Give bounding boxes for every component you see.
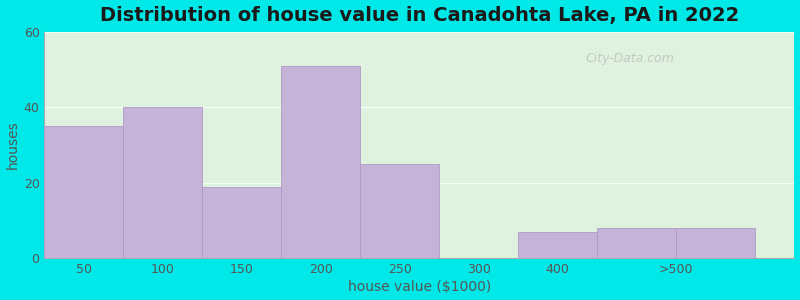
X-axis label: house value ($1000): house value ($1000) [348, 280, 491, 294]
Bar [360, 164, 439, 258]
Bar [676, 228, 755, 258]
Y-axis label: houses: houses [6, 121, 19, 170]
Bar [123, 107, 202, 258]
Bar [45, 126, 123, 258]
Bar [597, 228, 676, 258]
Bar [282, 66, 360, 258]
Bar [518, 232, 597, 258]
Bar [202, 187, 282, 258]
Text: City-Data.com: City-Data.com [585, 52, 674, 65]
Title: Distribution of house value in Canadohta Lake, PA in 2022: Distribution of house value in Canadohta… [100, 6, 739, 25]
